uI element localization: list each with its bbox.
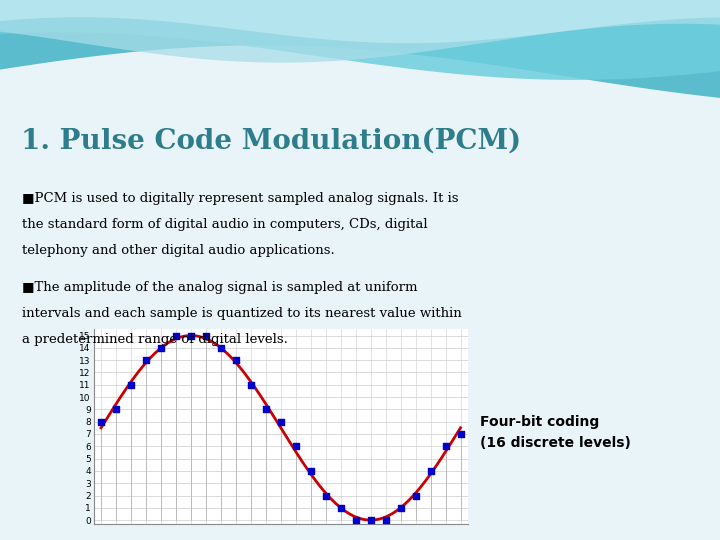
Point — [410, 491, 421, 500]
Point — [245, 381, 256, 389]
Text: intervals and each sample is quantized to its nearest value within: intervals and each sample is quantized t… — [22, 307, 462, 320]
Text: ■The amplitude of the analog signal is sampled at uniform: ■The amplitude of the analog signal is s… — [22, 281, 417, 294]
Point — [455, 430, 467, 438]
Text: Four-bit coding
(16 discrete levels): Four-bit coding (16 discrete levels) — [480, 415, 631, 450]
Text: a predetermined range of digital levels.: a predetermined range of digital levels. — [22, 333, 287, 346]
Text: telephony and other digital audio applications.: telephony and other digital audio applic… — [22, 244, 334, 256]
Point — [200, 331, 212, 340]
Point — [365, 516, 377, 524]
Polygon shape — [0, 0, 720, 63]
Point — [395, 503, 406, 512]
Point — [425, 467, 436, 475]
Text: the standard form of digital audio in computers, CDs, digital: the standard form of digital audio in co… — [22, 218, 427, 231]
Text: 1. Pulse Code Modulation(PCM): 1. Pulse Code Modulation(PCM) — [22, 127, 521, 154]
Point — [320, 491, 331, 500]
Point — [185, 331, 197, 340]
Point — [125, 381, 137, 389]
Point — [275, 417, 287, 426]
Point — [260, 405, 271, 414]
Point — [290, 442, 302, 450]
Point — [380, 516, 392, 524]
Polygon shape — [0, 0, 720, 80]
Point — [215, 343, 227, 352]
Point — [230, 356, 242, 364]
Point — [110, 405, 122, 414]
Polygon shape — [0, 0, 720, 43]
Text: ■PCM is used to digitally represent sampled analog signals. It is: ■PCM is used to digitally represent samp… — [22, 192, 458, 205]
Point — [156, 343, 167, 352]
Point — [335, 503, 346, 512]
Point — [95, 417, 107, 426]
Point — [440, 442, 451, 450]
Point — [140, 356, 152, 364]
Point — [350, 516, 361, 524]
Point — [305, 467, 317, 475]
Point — [170, 331, 181, 340]
Polygon shape — [0, 0, 720, 98]
